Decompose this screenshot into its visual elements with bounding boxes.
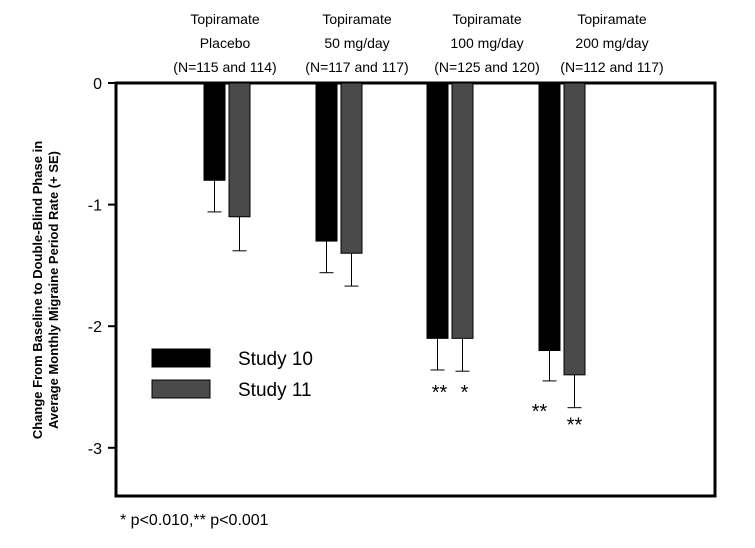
footnote: * p<0.010,** p<0.001	[120, 512, 269, 529]
bar-study-11	[228, 82, 251, 218]
bar-study-11	[451, 82, 474, 339]
category-label: Placebo	[200, 35, 251, 51]
bar-study-11	[340, 82, 363, 254]
legend-label: Study 11	[238, 380, 312, 401]
plot-frame	[114, 81, 717, 498]
significance-marker: **	[432, 382, 448, 404]
legend-swatch	[151, 379, 211, 399]
y-tick-label: -1	[88, 198, 102, 215]
category-label: (N=117 and 117)	[305, 59, 408, 75]
bar-study-10	[315, 82, 338, 242]
category-label: (N=112 and 117)	[560, 59, 663, 75]
y-tick-label: -3	[88, 441, 102, 458]
bar-study-10	[426, 82, 449, 339]
category-label: 50 mg/day	[324, 35, 389, 51]
y-axis-label-line: Average Monthly Migraine Period Rate (+ …	[46, 151, 61, 429]
category-label: (N=115 and 114)	[173, 59, 276, 75]
y-tick-label: -2	[88, 319, 102, 336]
significance-marker: *	[461, 382, 469, 404]
significance-marker: **	[532, 401, 548, 423]
category-label: Topiramate	[577, 11, 646, 27]
bar-study-11	[563, 82, 586, 376]
bar-study-10	[538, 82, 561, 352]
y-tick-label: 0	[93, 76, 102, 93]
legend-swatch	[151, 348, 211, 368]
category-label: Topiramate	[452, 11, 521, 27]
legend-label: Study 10	[238, 349, 313, 370]
category-label: Topiramate	[190, 11, 259, 27]
category-label: 200 mg/day	[575, 35, 648, 51]
y-axis-label-line: Change From Baseline to Double-Blind Pha…	[30, 141, 45, 439]
category-label: 100 mg/day	[450, 35, 523, 51]
bar-study-10	[203, 82, 226, 181]
category-label: Topiramate	[322, 11, 391, 27]
y-axis-label: Change From Baseline to Double-Blind Pha…	[30, 141, 61, 439]
significance-marker: **	[567, 415, 583, 437]
category-label: (N=125 and 120)	[434, 59, 539, 75]
